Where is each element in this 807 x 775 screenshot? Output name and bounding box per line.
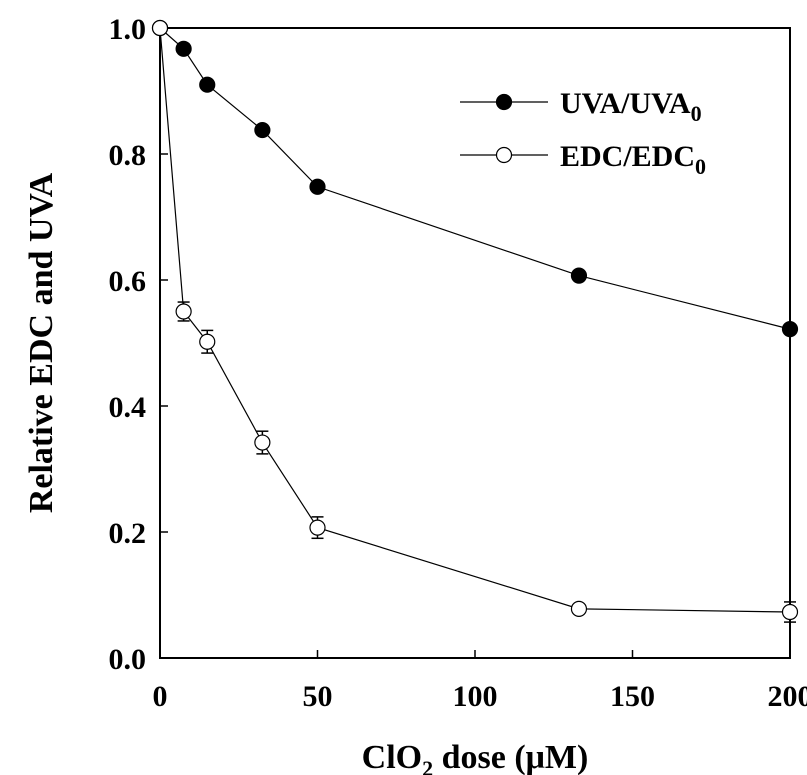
data-point-series-1 — [781, 603, 799, 621]
legend-entry-edc: EDC/EDC0 — [460, 140, 706, 179]
legend-label-edc: EDC/EDC0 — [560, 140, 706, 179]
data-point-series-0 — [309, 178, 326, 195]
legend-marker-uva — [495, 93, 513, 111]
y-axis-ticks: 0.0 0.2 0.4 0.6 0.8 1.0 — [109, 13, 168, 676]
x-axis-label: ClO2 dose (μM) — [362, 739, 589, 775]
legend-label-uva: UVA/UVA0 — [560, 87, 702, 126]
y-axis-label: Relative EDC and UVA — [23, 172, 60, 513]
legend-marker-edc — [495, 146, 513, 164]
x-tick-label: 100 — [453, 680, 498, 713]
x-axis-ticks: 0 50 100 150 200 — [153, 650, 807, 713]
data-point-series-0 — [199, 76, 216, 93]
legend: UVA/UVA0 EDC/EDC0 — [460, 87, 706, 179]
data-point-series-1 — [175, 303, 192, 320]
data-point-series-1 — [199, 333, 216, 350]
x-tick-label: 0 — [153, 680, 168, 713]
y-tick-label: 0.4 — [109, 391, 147, 424]
y-tick-label: 0.6 — [109, 265, 147, 298]
data-point-series-0 — [175, 40, 192, 57]
x-tick-label: 200 — [768, 680, 807, 713]
data-point-series-0 — [570, 267, 588, 284]
legend-entry-uva: UVA/UVA0 — [460, 87, 702, 126]
data-point-series-1 — [254, 434, 271, 451]
data-point-series-0 — [781, 321, 799, 338]
y-tick-label: 1.0 — [109, 13, 147, 46]
data-point-series-1 — [570, 600, 588, 617]
x-tick-label: 150 — [610, 680, 655, 713]
y-tick-label: 0.0 — [109, 643, 147, 676]
y-tick-label: 0.8 — [109, 139, 147, 172]
x-tick-label: 50 — [303, 680, 333, 713]
data-point-series-0 — [254, 121, 271, 139]
data-point-series-1 — [151, 19, 169, 37]
y-tick-label: 0.2 — [109, 517, 147, 550]
series-layer — [151, 19, 799, 623]
data-point-series-1 — [309, 519, 326, 536]
